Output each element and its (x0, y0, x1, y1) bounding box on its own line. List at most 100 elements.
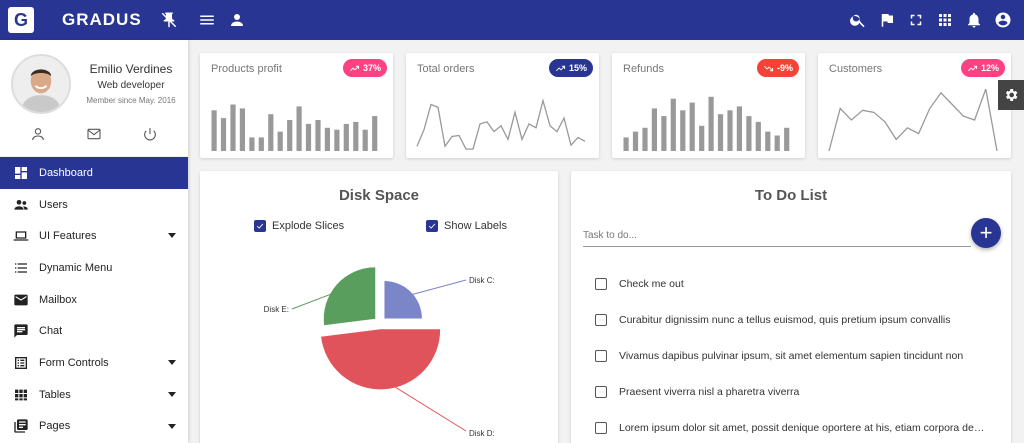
sparkline-bar (632, 131, 639, 151)
brand: G GRADUS (0, 0, 188, 40)
sparkline-bar (343, 123, 349, 151)
chevron-down-icon (168, 233, 176, 239)
sidebar-item-label: Users (39, 198, 68, 211)
stat-badge-value: -9% (776, 63, 793, 73)
sidebar-item-label: Tables (39, 388, 71, 401)
list-icon (13, 260, 29, 276)
sidebar-item-chat[interactable]: Chat (0, 315, 188, 347)
sparkline-bar (623, 137, 629, 151)
sparkline-bar (689, 102, 695, 151)
pie-leader-line (406, 279, 467, 297)
fullscreen-icon[interactable] (907, 11, 925, 29)
sidebar: Emilio Verdines Web developer Member sin… (0, 40, 188, 443)
profile-role: Web developer (97, 80, 165, 91)
avatar[interactable] (11, 54, 71, 114)
stat-badge: 37% (342, 59, 387, 77)
list-item: Lorem ipsum dolor sit amet, possit deniq… (595, 422, 995, 434)
pages-icon (13, 418, 29, 434)
sparkline-bar (651, 108, 657, 151)
sparkline-bar (727, 110, 733, 151)
settings-gear-icon[interactable] (998, 80, 1024, 110)
explode-slices-label: Explode Slices (272, 220, 345, 232)
stat-badge: -9% (756, 59, 799, 77)
brand-name[interactable]: GRADUS (62, 10, 142, 29)
sparkline-bar (784, 127, 790, 151)
task-input[interactable] (583, 225, 971, 247)
sidebar-item-form-controls[interactable]: Form Controls (0, 347, 188, 379)
sparkline-products-profit (211, 104, 378, 151)
todo-text: Check me out (619, 278, 684, 290)
sidebar-item-mailbox[interactable]: Mailbox (0, 284, 188, 316)
checkbox-checked-icon[interactable] (254, 220, 266, 232)
todo-checkbox[interactable] (595, 422, 607, 434)
sparkline-line (416, 98, 586, 150)
sidebar-item-label: Chat (39, 325, 63, 338)
profile-user-icon[interactable] (30, 126, 46, 142)
brand-logo[interactable]: G (8, 7, 34, 33)
stat-title: Total orders (417, 63, 475, 75)
sparkline-bar (680, 110, 686, 151)
menu-toggle-icon[interactable] (198, 11, 216, 29)
stat-card-products-profit: Products profit 37% (200, 53, 393, 158)
pin-off-icon[interactable] (160, 11, 178, 29)
sparkline-bar (708, 96, 714, 151)
sparkline-bar (362, 129, 368, 151)
stat-card-refunds: Refunds -9% (612, 53, 805, 158)
sidebar-item-tables[interactable]: Tables (0, 379, 188, 411)
todo-checkbox[interactable] (595, 314, 607, 326)
bell-icon[interactable] (965, 11, 983, 29)
profile-member-since: Member since May. 2016 (86, 96, 176, 105)
checkbox-checked-icon[interactable] (426, 220, 438, 232)
user-icon[interactable] (228, 11, 246, 29)
list-item: Check me out (595, 278, 995, 290)
mail-icon (13, 292, 29, 308)
todo-checkbox[interactable] (595, 386, 607, 398)
pie-slice (323, 266, 376, 326)
account-circle-icon[interactable] (994, 11, 1012, 29)
apps-icon[interactable] (936, 11, 954, 29)
profile-name: Emilio Verdines (89, 62, 173, 76)
sidebar-item-label: Pages (39, 420, 71, 433)
pie-slice (383, 280, 423, 320)
top-bar: G GRADUS (0, 0, 1024, 40)
sidebar-menu: Dashboard Users UI Features Dynamic Menu… (0, 157, 188, 442)
sparkline-bar (334, 129, 340, 151)
todo-panel: To Do List + Check me out Curabitur dign… (571, 171, 1011, 443)
sidebar-item-label: Form Controls (39, 356, 109, 369)
sparkline-refunds (623, 96, 790, 151)
trending-up-icon (556, 65, 566, 71)
show-labels-checkbox[interactable]: Show Labels (426, 220, 507, 232)
trending-up-icon (350, 65, 360, 71)
sparkline-bar (642, 127, 648, 151)
sparkline-bar (211, 110, 217, 151)
power-icon[interactable] (142, 126, 158, 142)
sidebar-item-users[interactable]: Users (0, 189, 188, 221)
pie-slice (320, 328, 441, 390)
todo-checkbox[interactable] (595, 350, 607, 362)
profile-panel: Emilio Verdines Web developer Member sin… (0, 40, 188, 157)
sparkline-bar (353, 121, 359, 151)
stat-badge-value: 15% (568, 63, 587, 73)
todo-checkbox[interactable] (595, 278, 607, 290)
stat-badge-value: 37% (362, 63, 381, 73)
disk-space-pie-chart: Disk C: Disk D: Disk E: (264, 266, 495, 438)
sparkline-bar (296, 106, 302, 151)
sparkline-bar (755, 121, 761, 151)
users-icon (13, 197, 29, 213)
sidebar-item-dynamic-menu[interactable]: Dynamic Menu (0, 252, 188, 284)
stat-card-total-orders: Total orders 15% (406, 53, 599, 158)
explode-slices-checkbox[interactable]: Explode Slices (254, 220, 344, 232)
sidebar-item-ui-features[interactable]: UI Features (0, 220, 188, 252)
grid-icon (13, 387, 29, 403)
stat-badge: 15% (548, 59, 593, 77)
disk-space-panel: Disk Space Explode Slices Show Labels Di… (200, 171, 558, 443)
stat-title: Products profit (211, 63, 282, 75)
search-icon[interactable] (849, 11, 867, 29)
sidebar-item-pages[interactable]: Pages (0, 411, 188, 443)
add-task-button[interactable]: + (971, 218, 1001, 248)
flag-icon[interactable] (878, 11, 896, 29)
sidebar-item-dashboard[interactable]: Dashboard (0, 157, 188, 189)
profile-mail-icon[interactable] (86, 126, 102, 142)
sparkline-bar (249, 137, 255, 151)
form-icon (13, 355, 29, 371)
